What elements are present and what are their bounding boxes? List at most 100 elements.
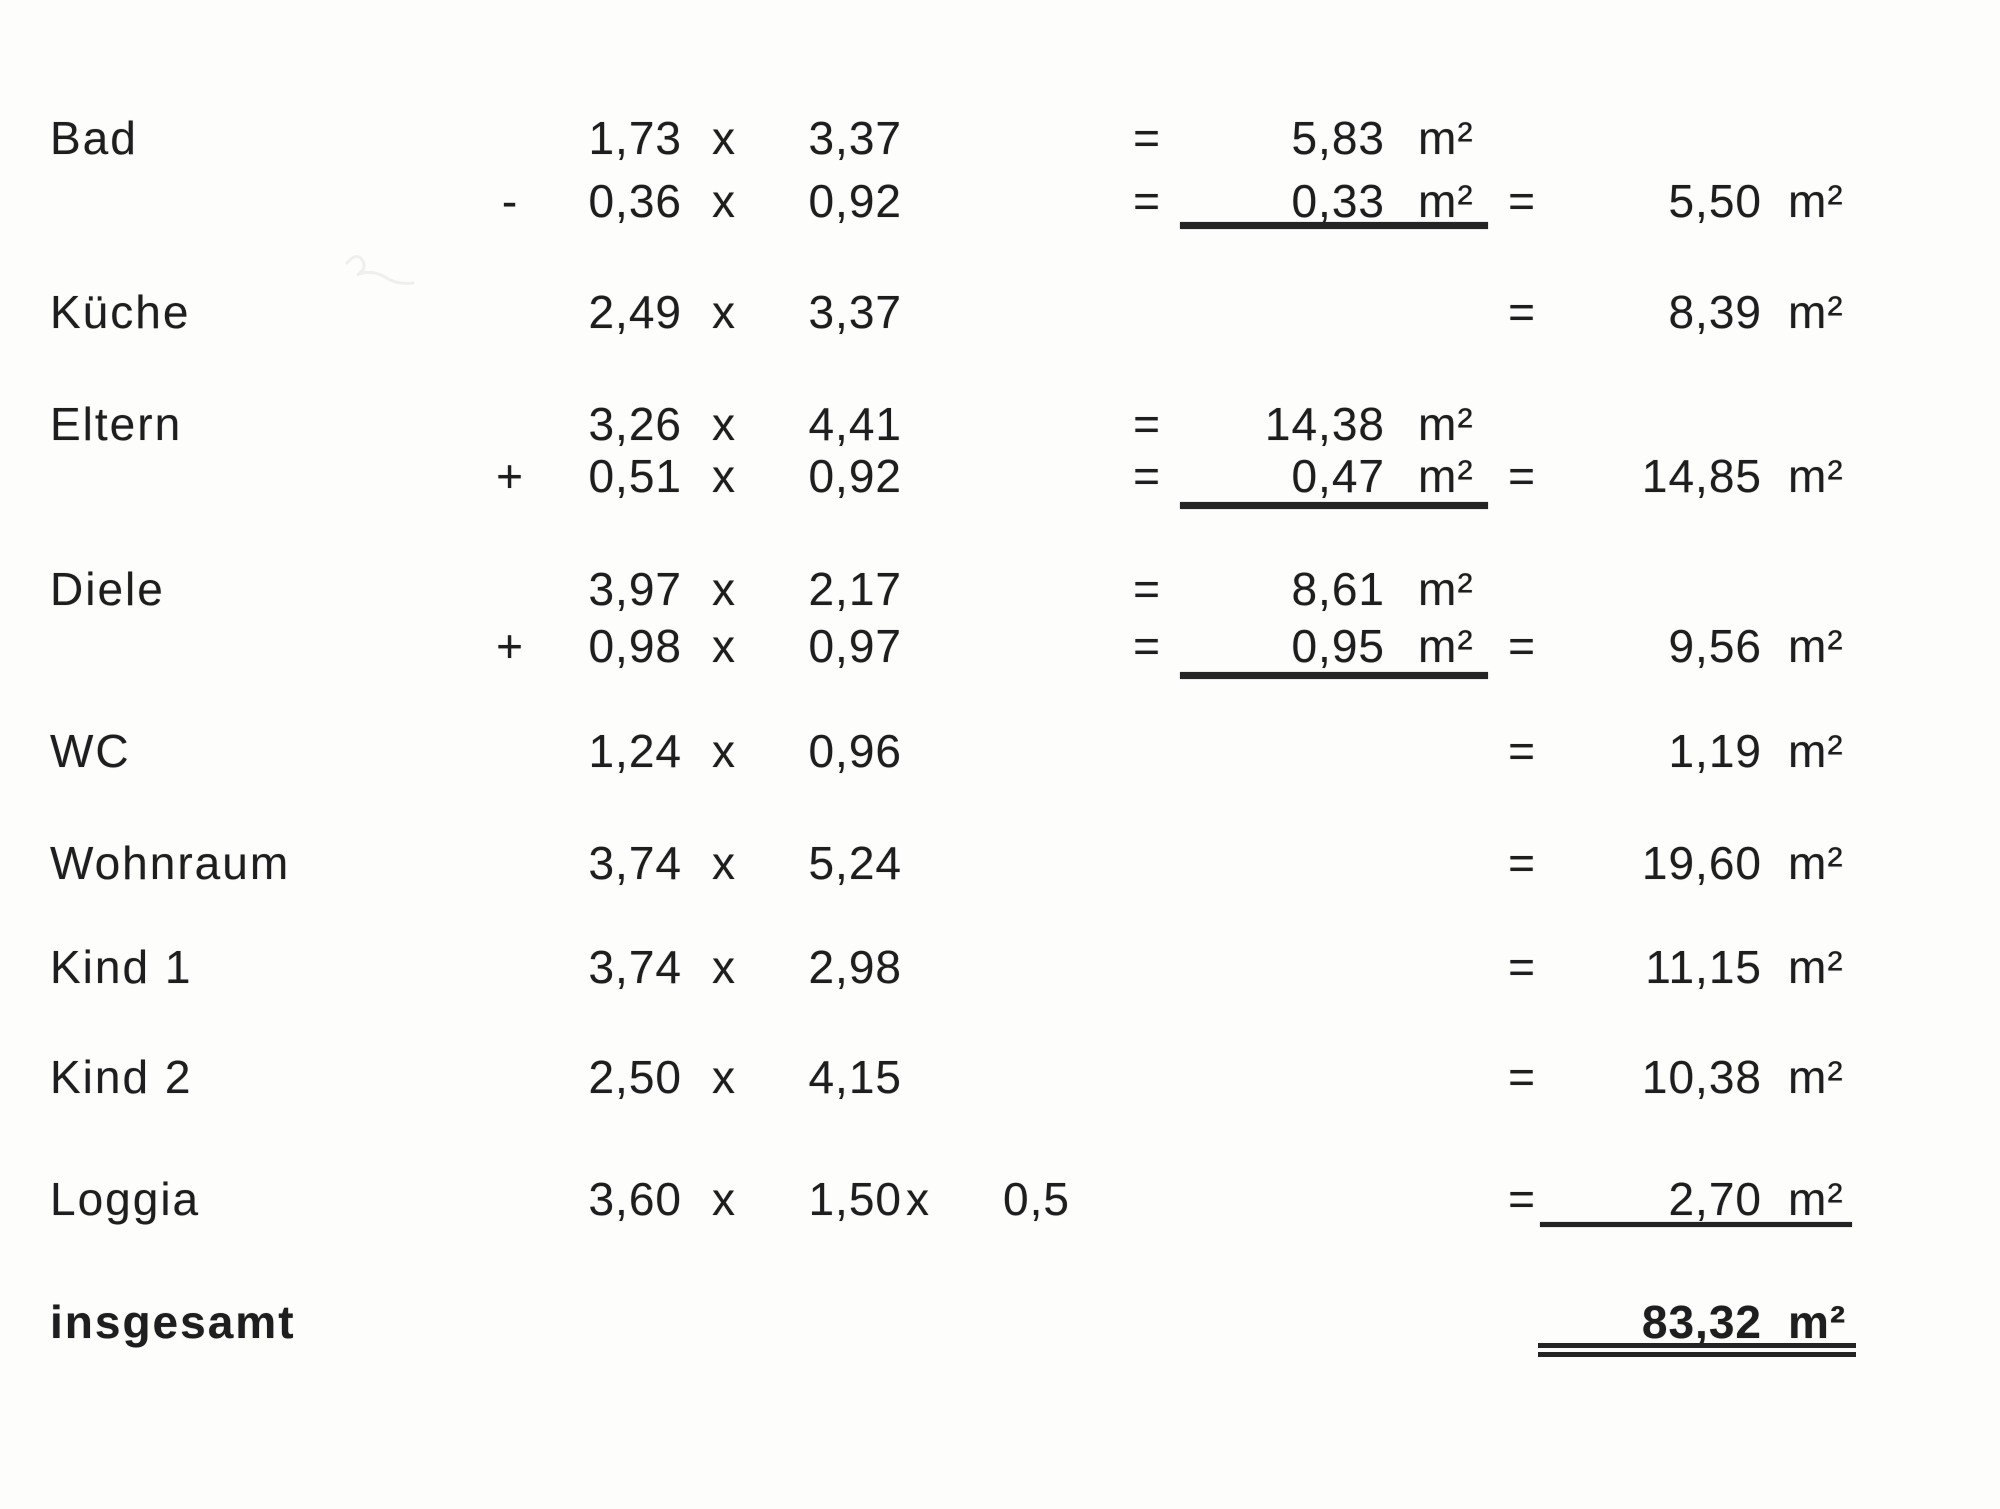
result-underline (1540, 1222, 1852, 1227)
dimension-width-value: 3,97 (588, 563, 682, 615)
partial-area-value: 0,95 (1291, 620, 1385, 672)
equals-sign: = (1508, 725, 1536, 777)
dimension-length-value: 2,98 (808, 941, 902, 993)
dimension-length-value: 1,50 (808, 1173, 902, 1225)
operator-sign: + (496, 450, 524, 502)
operator-sign: + (496, 620, 524, 672)
multiply-sign: x (712, 1051, 736, 1103)
area-result-value: 9,56 (1668, 620, 1762, 672)
room-label: Kind 2 (50, 1051, 193, 1103)
equals-sign: = (1508, 175, 1536, 227)
unit-label: m² (1788, 175, 1844, 227)
dimension-width-value: 2,49 (588, 286, 682, 338)
area-result-value: 1,19 (1668, 725, 1762, 777)
operator-sign: - (501, 175, 519, 227)
unit-label: m² (1788, 1173, 1844, 1225)
dimension-length-value: 0,97 (808, 620, 902, 672)
dimension-width-value: 1,73 (588, 112, 682, 164)
dimension-length-value: 4,41 (808, 398, 902, 450)
multiply-sign: x (906, 1173, 930, 1225)
unit-label: m² (1788, 941, 1844, 993)
multiply-sign: x (712, 175, 736, 227)
unit-label: m² (1418, 112, 1474, 164)
dimension-width-value: 0,51 (588, 450, 682, 502)
dimension-width-value: 3,26 (588, 398, 682, 450)
unit-label: m² (1418, 620, 1474, 672)
area-result-value: 8,39 (1668, 286, 1762, 338)
equals-sign: = (1508, 620, 1536, 672)
dimension-length-value: 2,17 (808, 563, 902, 615)
dimension-length-value: 0,92 (808, 175, 902, 227)
equals-sign: = (1508, 286, 1536, 338)
unit-label: m² (1418, 175, 1474, 227)
partial-area-value: 0,47 (1291, 450, 1385, 502)
dimension-length-value: 0,92 (808, 450, 902, 502)
equals-sign: = (1133, 450, 1161, 502)
unit-label: m² (1418, 450, 1474, 502)
total-area-value: 83,32 (1641, 1296, 1762, 1348)
room-label: Kind 1 (50, 941, 193, 993)
partial-sum-underline (1180, 672, 1488, 679)
dimension-length-value: 5,24 (808, 837, 902, 889)
partial-area-value: 14,38 (1264, 398, 1385, 450)
area-result-value: 19,60 (1641, 837, 1762, 889)
area-result-value: 10,38 (1641, 1051, 1762, 1103)
dimension-width-value: 1,24 (588, 725, 682, 777)
total-double-underline (1538, 1343, 1856, 1357)
dimension-length-value: 4,15 (808, 1051, 902, 1103)
multiply-sign: x (712, 725, 736, 777)
dimension-width-value: 3,74 (588, 941, 682, 993)
unit-label: m² (1788, 837, 1844, 889)
multiply-sign: x (712, 563, 736, 615)
equals-sign: = (1133, 112, 1161, 164)
partial-area-value: 5,83 (1291, 112, 1385, 164)
multiply-sign: x (712, 620, 736, 672)
multiply-sign: x (712, 450, 736, 502)
equals-sign: = (1133, 563, 1161, 615)
dimension-length-value: 0,96 (808, 725, 902, 777)
room-label: Diele (50, 563, 165, 615)
dimension-width-value: 3,74 (588, 837, 682, 889)
total-unit-label: m² (1788, 1296, 1847, 1348)
unit-label: m² (1788, 450, 1844, 502)
area-result-value: 2,70 (1668, 1173, 1762, 1225)
room-label: Loggia (50, 1173, 201, 1225)
equals-sign: = (1133, 175, 1161, 227)
equals-sign: = (1508, 837, 1536, 889)
partial-area-value: 8,61 (1291, 563, 1385, 615)
unit-label: m² (1418, 563, 1474, 615)
room-label: Küche (50, 286, 191, 338)
dimension-length-value: 3,37 (808, 286, 902, 338)
equals-sign: = (1133, 620, 1161, 672)
equals-sign: = (1508, 450, 1536, 502)
dimension-width-value: 0,36 (588, 175, 682, 227)
room-label: WC (50, 725, 131, 777)
room-label: Bad (50, 112, 138, 164)
multiply-sign: x (712, 837, 736, 889)
multiply-sign: x (712, 112, 736, 164)
partial-sum-underline (1180, 222, 1488, 229)
dimension-width-value: 3,60 (588, 1173, 682, 1225)
dimension-width-value: 0,98 (588, 620, 682, 672)
multiply-sign: x (712, 286, 736, 338)
area-result-value: 5,50 (1668, 175, 1762, 227)
factor-value: 0,5 (1003, 1173, 1070, 1225)
equals-sign: = (1508, 1051, 1536, 1103)
multiply-sign: x (712, 1173, 736, 1225)
total-label: insgesamt (50, 1296, 296, 1348)
partial-area-value: 0,33 (1291, 175, 1385, 227)
scan-smudge-artifact (345, 255, 415, 285)
multiply-sign: x (712, 941, 736, 993)
unit-label: m² (1788, 1051, 1844, 1103)
unit-label: m² (1788, 620, 1844, 672)
unit-label: m² (1788, 725, 1844, 777)
dimension-width-value: 2,50 (588, 1051, 682, 1103)
room-label: Wohnraum (50, 837, 291, 889)
multiply-sign: x (712, 398, 736, 450)
unit-label: m² (1418, 398, 1474, 450)
partial-sum-underline (1180, 502, 1488, 509)
unit-label: m² (1788, 286, 1844, 338)
equals-sign: = (1508, 1173, 1536, 1225)
dimension-length-value: 3,37 (808, 112, 902, 164)
